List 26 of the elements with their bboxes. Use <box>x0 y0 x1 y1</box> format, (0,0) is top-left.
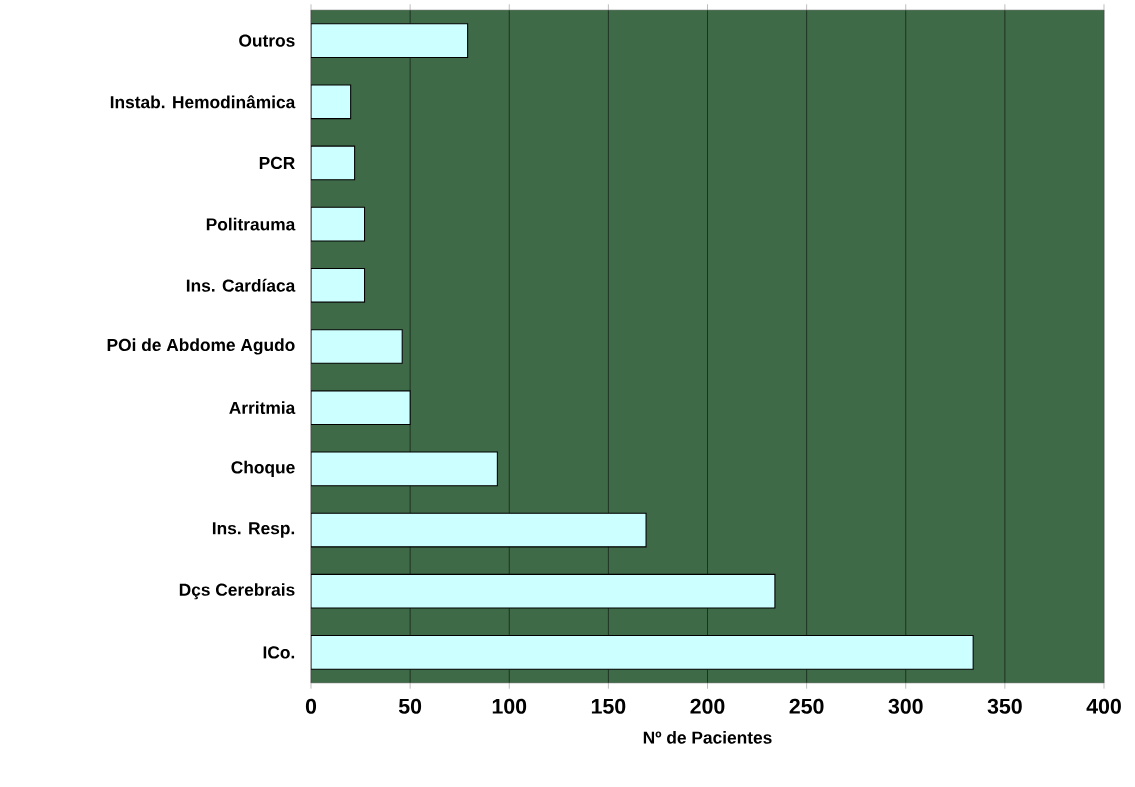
y-tick-label: Outros <box>239 34 295 47</box>
x-axis-title: Nº de Pacientes <box>643 731 772 744</box>
y-tick-label: PCR <box>259 156 295 170</box>
y-tick-label: Ins. Cardíaca <box>186 278 296 292</box>
bar <box>311 329 403 364</box>
bar <box>311 206 366 242</box>
x-tick-label: 400 <box>1086 698 1121 714</box>
x-tick-label: 300 <box>888 698 923 714</box>
x-tick-label: 50 <box>398 698 422 714</box>
bar <box>311 145 356 181</box>
y-tick-label: Arritmia <box>229 401 296 415</box>
x-tick-label: 350 <box>987 698 1022 714</box>
x-tick-label: 250 <box>789 698 824 714</box>
y-tick-label: Choque <box>231 460 295 477</box>
x-tick-label: 200 <box>690 698 725 714</box>
bar <box>311 84 352 120</box>
x-tick-label: 0 <box>305 698 317 714</box>
y-tick-label: Instab. Hemodinâmica <box>110 95 296 109</box>
y-tick-label: POi de Abdome Agudo <box>107 338 295 355</box>
y-tick-label: Ins. Resp. <box>212 522 295 538</box>
y-tick-label: Politrauma <box>206 217 296 231</box>
x-tick-label: 150 <box>591 698 626 714</box>
y-tick-label: ICo. <box>263 646 295 659</box>
bar <box>311 267 366 303</box>
y-tick-label: Dçs Cerebrais <box>179 583 295 600</box>
x-tick-label: 100 <box>492 698 527 714</box>
